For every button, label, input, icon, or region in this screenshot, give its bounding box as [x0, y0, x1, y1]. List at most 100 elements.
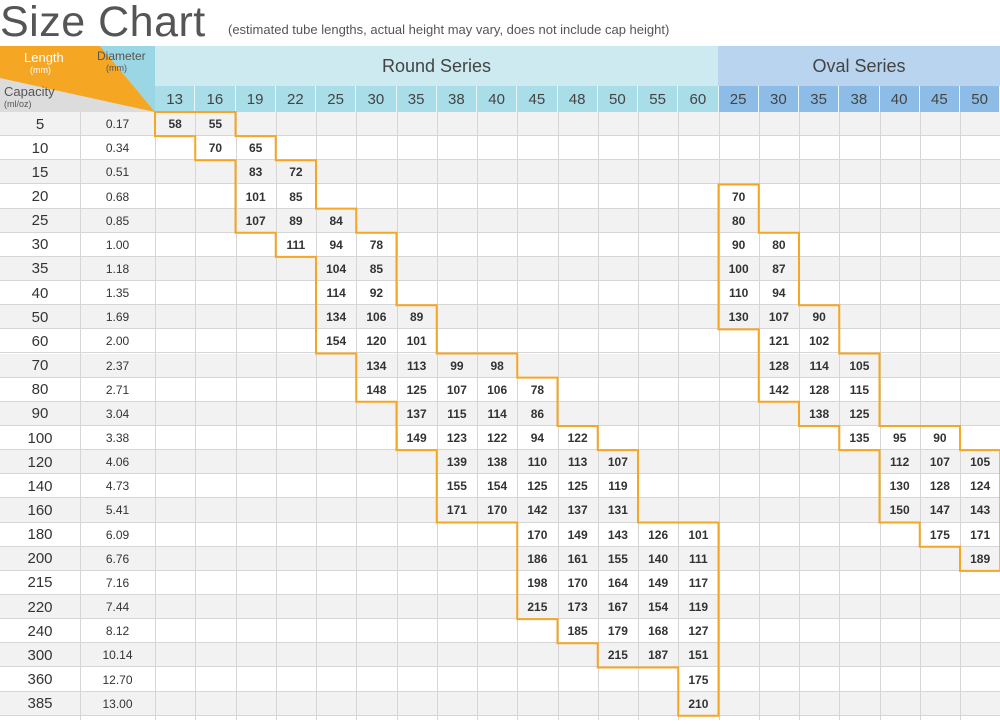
round-diameter-38: 38: [436, 86, 477, 112]
round-diameter-16: 16: [195, 86, 236, 112]
oval-length-cell: 135: [849, 431, 870, 445]
oval-length-cell: 171: [970, 527, 991, 542]
oval-length-cell: 175: [929, 527, 950, 542]
oval-length-cell: 147: [929, 503, 950, 518]
oval-length-cell: 107: [929, 455, 950, 470]
round-length-cell: 122: [567, 431, 588, 445]
oval-diameter-30: 30: [758, 86, 799, 112]
round-length-cell: 101: [245, 189, 266, 204]
capacity-ml: 120: [27, 453, 53, 471]
capacity-ml: 50: [31, 308, 49, 326]
length-unit: (mm): [30, 65, 51, 75]
oval-length-cell: 130: [889, 479, 910, 494]
grid-line: [759, 112, 760, 720]
round-length-cell: 85: [289, 189, 303, 204]
round-length-cell: 78: [369, 237, 384, 252]
round-length-cell: 122: [487, 431, 508, 445]
round-length-cell: 134: [326, 310, 347, 325]
oval-length-cell: 107: [768, 310, 789, 325]
capacity-ml: 100: [27, 429, 53, 447]
capacity-ml: 220: [27, 598, 53, 616]
round-diameter-55: 55: [638, 86, 679, 112]
round-length-cell: 104: [326, 261, 347, 276]
round-length-cell: 171: [446, 503, 467, 518]
round-length-cell: 114: [326, 286, 346, 301]
oval-length-cell: 128: [768, 358, 789, 373]
capacity-oz: 0.17: [105, 117, 130, 132]
round-length-cell: 185: [567, 624, 588, 639]
grid-line: [356, 112, 357, 720]
round-length-cell: 154: [648, 600, 669, 615]
capacity-ml: 10: [31, 139, 49, 157]
capacity-ml: 25: [31, 212, 49, 230]
round-length-cell: 101: [406, 334, 427, 349]
capacity-ml: 5: [35, 115, 45, 133]
round-diameter-60: 60: [678, 86, 719, 112]
round-length-cell: 164: [607, 575, 628, 590]
grid-line: [155, 112, 156, 720]
round-series-header: Round Series: [155, 46, 719, 86]
round-length-cell: 107: [607, 455, 628, 470]
round-length-cell: 106: [487, 382, 508, 397]
capacity-ml: 160: [27, 501, 53, 519]
oval-length-cell: 105: [970, 455, 991, 470]
round-length-cell: 85: [369, 261, 384, 276]
round-length-cell: 58: [168, 117, 182, 132]
round-length-cell: 142: [527, 503, 548, 518]
oval-diameter-40: 40: [879, 86, 920, 112]
round-length-cell: 138: [487, 455, 508, 470]
capacity-oz: 6.76: [105, 551, 130, 566]
round-diameter-35: 35: [396, 86, 437, 112]
round-length-cell: 137: [567, 503, 588, 518]
grid-line: [880, 112, 881, 720]
round-length-cell: 161: [567, 551, 588, 566]
capacity-oz: 1.35: [105, 286, 130, 301]
oval-length-cell: 189: [970, 551, 991, 566]
oval-length-cell: 95: [892, 431, 907, 445]
round-length-cell: 126: [648, 527, 669, 542]
round-length-cell: 173: [567, 600, 588, 615]
capacity-ml: 300: [27, 646, 53, 664]
capacity-oz: 1.69: [105, 310, 130, 325]
oval-length-cell: 105: [849, 358, 870, 373]
round-length-cell: 72: [289, 165, 303, 180]
oval-length-cell: 80: [772, 237, 786, 252]
capacity-ml: 70: [31, 357, 49, 375]
round-length-cell: 175: [688, 672, 709, 687]
oval-series-header: Oval Series: [718, 46, 1000, 86]
oval-diameter-45: 45: [919, 86, 960, 112]
round-length-cell: 119: [688, 600, 709, 615]
round-length-cell: 167: [607, 600, 628, 615]
round-length-cell: 179: [607, 624, 628, 639]
capacity-oz: 13.00: [102, 696, 133, 711]
round-length-cell: 115: [447, 406, 467, 421]
round-length-cell: 84: [329, 213, 343, 228]
capacity-ml: 80: [31, 381, 49, 399]
capacity-oz: 5.41: [105, 503, 130, 518]
capacity-oz: 1.00: [105, 237, 130, 252]
round-length-cell: 110: [527, 455, 548, 470]
capacity-ml: 200: [27, 550, 53, 568]
round-length-cell: 111: [689, 551, 708, 566]
capacity-ml: 360: [27, 671, 53, 688]
round-length-cell: 83: [248, 165, 263, 180]
round-length-cell: 89: [409, 310, 424, 325]
oval-length-cell: 90: [731, 237, 746, 252]
capacity-oz: 0.85: [105, 213, 130, 228]
corner-header: Length (mm) Diameter (mm) Capacity (ml/o…: [0, 46, 155, 112]
capacity-ml: 180: [27, 526, 53, 544]
oval-length-cell: 143: [970, 503, 991, 518]
round-length-cell: 139: [446, 455, 467, 470]
round-length-cell: 70: [208, 141, 223, 156]
round-diameter-13: 13: [155, 86, 196, 112]
round-length-cell: 65: [248, 141, 263, 156]
round-length-cell: 111: [286, 237, 306, 252]
capacity-ml: 385: [27, 695, 53, 713]
round-length-cell: 198: [527, 575, 548, 590]
round-length-cell: 86: [530, 406, 545, 421]
round-length-cell: 149: [648, 575, 669, 590]
grid-line: [960, 112, 961, 720]
oval-diameter-38: 38: [839, 86, 880, 112]
capacity-oz: 4.06: [105, 455, 130, 470]
capacity-oz: 1.18: [105, 261, 130, 276]
